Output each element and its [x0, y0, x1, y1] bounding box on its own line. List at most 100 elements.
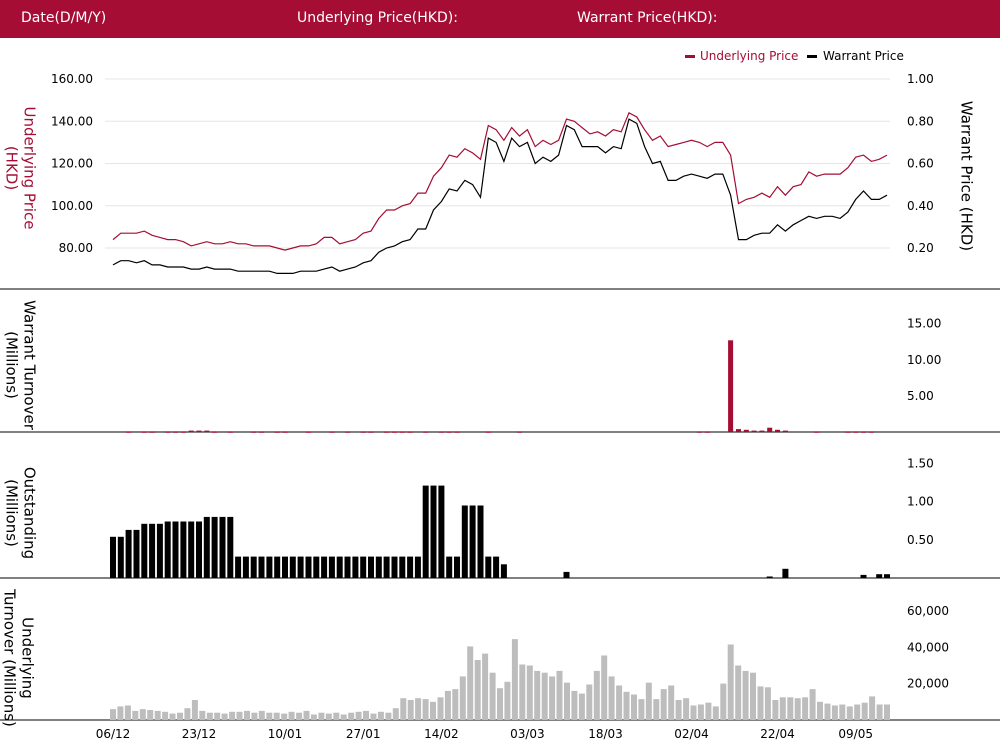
outstanding-y-tick-label: 0.50 — [907, 533, 934, 547]
underlying-turnover-bar — [258, 710, 265, 720]
underlying-turnover-bar — [229, 711, 236, 720]
underlying-turnover-bar — [593, 670, 600, 720]
warrant-turnover-bar — [861, 431, 866, 433]
warrant-turnover-bar — [736, 429, 741, 432]
underlying-turnover-bar — [154, 710, 161, 720]
underlying-turnover-bar — [697, 704, 704, 720]
underlying-turnover-bar — [162, 711, 169, 720]
y-axis-title-right: Warrant Price (HKD) — [958, 101, 976, 251]
underlying-turnover-bar — [177, 712, 183, 720]
underlying-turnover-bar — [325, 713, 332, 720]
underlying-turnover-y-tick-label: 20,000 — [907, 677, 949, 691]
outstanding-bar — [149, 523, 156, 578]
outstanding-bar — [782, 568, 789, 578]
underlying-turnover-bar — [482, 653, 489, 720]
outstanding-bar — [399, 556, 406, 578]
outstanding-bar — [860, 574, 867, 578]
warrant-turnover-y-axis-title-line: (Millions) — [3, 331, 21, 399]
header-bar: Date(D/M/Y) Underlying Price(HKD): Warra… — [0, 0, 1000, 38]
legend-warrant-swatch — [807, 55, 817, 58]
underlying-turnover-bar — [794, 698, 801, 720]
outstanding-y-tick-label: 1.50 — [907, 456, 934, 470]
outstanding-y-axis-title: Outstanding(Millions) — [3, 467, 39, 559]
outstanding-bar — [414, 556, 421, 578]
outstanding-bar — [289, 556, 296, 578]
outstanding-bar — [266, 556, 273, 578]
underlying-turnover-bar — [564, 682, 570, 720]
warrant-turnover-bar — [227, 431, 233, 433]
underlying-turnover-bar — [110, 709, 116, 720]
outstanding-bar — [485, 556, 492, 578]
warrant-turnover-y-tick-label: 10.00 — [907, 353, 941, 367]
outstanding-bar — [203, 516, 210, 578]
underlying-turnover-bar — [407, 700, 414, 720]
warrant-turnover-bar — [360, 431, 366, 433]
outstanding-y-axis-title-line: (Millions) — [3, 479, 21, 547]
underlying-turnover-bar — [459, 676, 466, 720]
warrant-turnover-bar — [399, 431, 405, 433]
y-axis-title-left-line: (HKD) — [3, 146, 21, 190]
underlying-turnover-bar — [273, 712, 280, 720]
outstanding-bar — [454, 556, 460, 578]
outstanding-bar — [313, 556, 320, 578]
x-tick-label: 10/01 — [268, 727, 303, 741]
underlying-turnover-bar — [467, 646, 474, 720]
outstanding-bar — [461, 505, 468, 578]
warrant-turnover-y-tick-label: 5.00 — [907, 389, 934, 403]
outstanding-bar — [235, 556, 242, 578]
warrant-turnover-bar — [696, 431, 702, 433]
y-axis-title-left-line: Underlying Price — [21, 106, 39, 229]
outstanding-bar — [430, 485, 437, 578]
outstanding-bar — [407, 556, 414, 578]
y-tick-label-right: 0.60 — [907, 157, 934, 171]
warrant-turnover-bar — [141, 431, 147, 433]
x-tick-label: 09/05 — [838, 727, 873, 741]
outstanding-bar — [211, 516, 218, 578]
outstanding-bar — [438, 485, 445, 578]
underlying-turnover-bar — [430, 701, 436, 720]
underlying-turnover-y-axis-title-line: Turnover (Millions) — [1, 588, 19, 727]
outstanding-bar — [196, 521, 202, 578]
underlying-turnover-bar — [884, 704, 890, 720]
underlying-turnover-bar — [504, 681, 511, 720]
underlying-turnover-bar — [831, 705, 838, 720]
outstanding-bar — [469, 505, 476, 578]
outstanding-bar — [477, 505, 484, 578]
y-tick-label-right: 1.00 — [907, 72, 934, 86]
underlying-turnover-bar — [764, 687, 771, 720]
underlying-turnover-bar — [124, 705, 131, 720]
warrant-turnover-bar — [454, 431, 460, 433]
y-axis-title-left: Underlying Price(HKD) — [3, 106, 39, 229]
outstanding-bar — [336, 556, 343, 578]
underlying-turnover-bar — [310, 714, 317, 720]
underlying-turnover-bar — [757, 686, 764, 720]
underlying-turnover-bar — [377, 711, 384, 720]
outstanding-bar — [352, 556, 359, 578]
underlying-turnover-bar — [303, 710, 310, 720]
y-tick-label-right: 0.20 — [907, 241, 934, 255]
underlying-turnover-bar — [437, 697, 444, 720]
warrant-turnover-bar — [775, 429, 780, 432]
underlying-turnover-bar — [184, 708, 191, 720]
outstanding-bar — [274, 556, 281, 578]
warrant-turnover-bar — [845, 431, 851, 433]
underlying-turnover-bar — [541, 672, 548, 720]
underlying-turnover-bar — [750, 672, 756, 720]
outstanding-bar — [110, 536, 116, 578]
underlying-turnover-bar — [854, 704, 861, 720]
outstanding-bar — [391, 556, 398, 578]
warrant-turnover-bar — [728, 340, 734, 432]
underlying-turnover-bar — [147, 710, 154, 720]
underlying-turnover-bar — [660, 689, 667, 720]
underlying-turnover-bar — [772, 700, 779, 720]
warrant-turnover-bar — [743, 429, 749, 432]
underlying-turnover-bar — [616, 685, 623, 720]
underlying-turnover-bar — [869, 696, 876, 720]
y-tick-label-right: 0.80 — [907, 114, 934, 128]
underlying-turnover-bar — [348, 712, 355, 720]
outstanding-bar — [375, 556, 382, 578]
x-tick-label: 23/12 — [182, 727, 217, 741]
underlying-turnover-bar — [839, 704, 846, 720]
outstanding-bar — [563, 571, 570, 578]
